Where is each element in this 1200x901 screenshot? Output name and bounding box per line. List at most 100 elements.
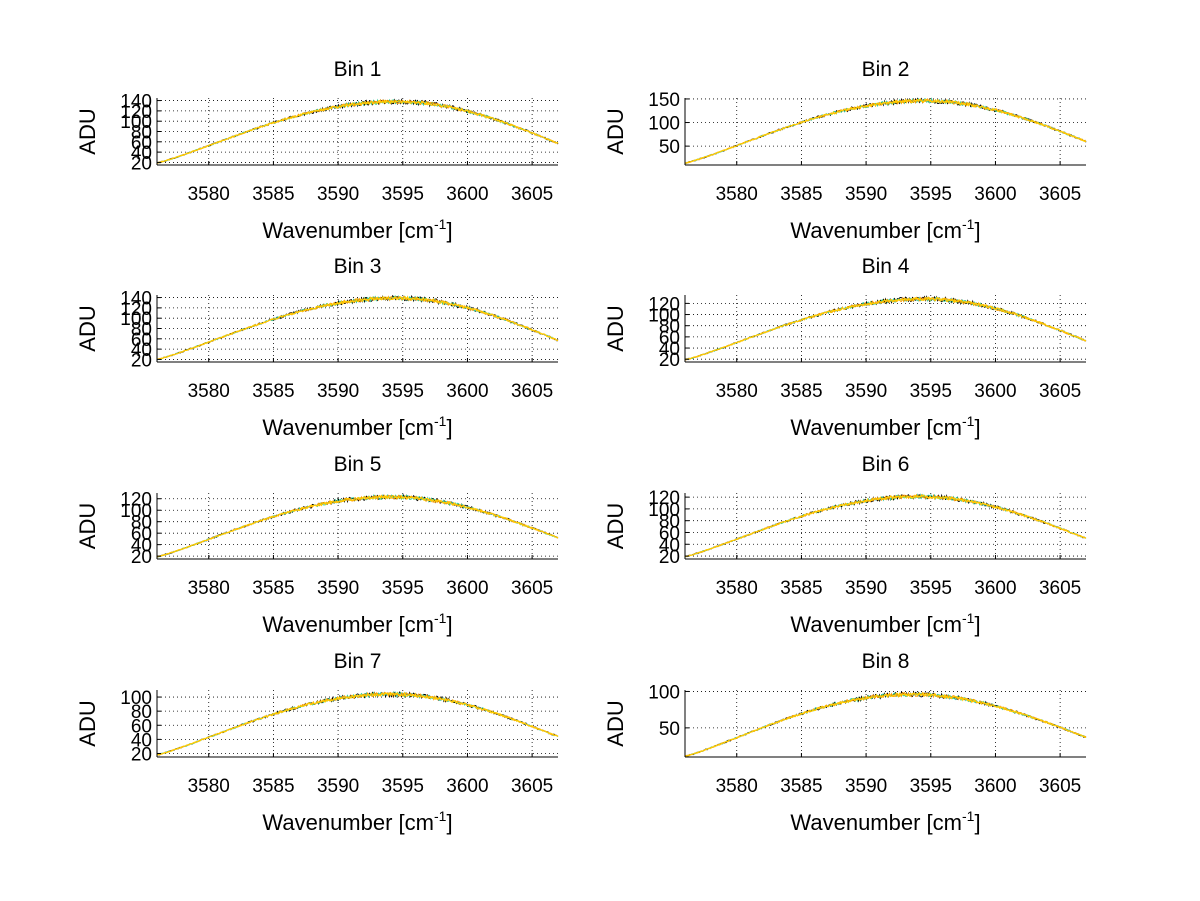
x-tick-label: 3600 xyxy=(446,184,488,205)
y-tick-label: 20 xyxy=(131,744,152,765)
y-tick-label: 80 xyxy=(659,512,680,533)
x-tick-label: 3595 xyxy=(382,184,424,205)
series-line-4 xyxy=(156,99,559,164)
grid xyxy=(685,98,1086,165)
subplot-bin-8: 3580 3585 3590 3595 3600 3605 50 100 Bin 8 Wavenu… xyxy=(603,650,1087,835)
x-tick-label: 3585 xyxy=(780,578,822,599)
y-tick-label: 100 xyxy=(120,501,152,522)
y-tick-label: 40 xyxy=(131,730,152,751)
y-axis-label: ADU xyxy=(603,305,628,351)
x-tick-label: 3600 xyxy=(974,776,1016,797)
x-axis-label: Wavenumber [cm-1] xyxy=(790,413,980,440)
y-axis-label: ADU xyxy=(75,503,100,549)
subplot-bin-1: 3580 3585 3590 3595 3600 3605 2040608010012014… xyxy=(75,58,559,243)
x-axis-label-close: ] xyxy=(446,810,452,835)
y-tick-label: 60 xyxy=(131,330,152,351)
y-axis-label: ADU xyxy=(75,108,100,154)
subplot-title: Bin 5 xyxy=(334,453,382,476)
x-axis-label-main: Wavenumber [cm xyxy=(790,415,962,440)
series-line-1 xyxy=(156,691,559,756)
series-line-2 xyxy=(684,296,1087,361)
series-line-2 xyxy=(684,97,1087,165)
x-tick-label: 3595 xyxy=(910,776,952,797)
y-tick-label: 100 xyxy=(648,114,680,135)
x-tick-label: 3580 xyxy=(716,184,758,205)
x-tick-label: 3605 xyxy=(511,578,553,599)
y-tick-label: 120 xyxy=(120,490,152,511)
x-tick-label: 3605 xyxy=(511,381,553,402)
x-tick-label: 3580 xyxy=(188,381,230,402)
x-axis-label-superscript: -1 xyxy=(434,610,447,626)
x-tick-label: 3590 xyxy=(317,578,359,599)
series-line-2 xyxy=(156,295,559,361)
x-axis-label-superscript: -1 xyxy=(962,413,975,429)
x-tick-label: 3600 xyxy=(974,184,1016,205)
y-tick-label: 120 xyxy=(648,488,680,509)
y-tick-label: 40 xyxy=(659,339,680,360)
x-axis-label-main: Wavenumber [cm xyxy=(790,810,962,835)
x-tick-label: 3605 xyxy=(1039,776,1081,797)
series-line-3 xyxy=(684,493,1087,558)
x-axis-label-close: ] xyxy=(974,218,980,243)
series-line-4 xyxy=(156,295,559,360)
y-tick-label: 50 xyxy=(659,719,680,740)
x-axis-label-superscript: -1 xyxy=(962,216,975,232)
subplot-bin-3: 3580 3585 3590 3595 3600 3605 2040608010012014… xyxy=(75,255,559,440)
y-tick-label: 20 xyxy=(131,547,152,568)
y-tick-label: 40 xyxy=(131,340,152,361)
y-tick-label: 20 xyxy=(659,350,680,371)
grid xyxy=(157,493,558,559)
y-axis-label: ADU xyxy=(603,108,628,154)
series-line-1 xyxy=(684,295,1087,361)
y-tick-label: 150 xyxy=(648,90,680,111)
x-axis-label-main: Wavenumber [cm xyxy=(790,612,962,637)
subplot-title: Bin 8 xyxy=(862,650,910,673)
y-tick-label: 100 xyxy=(120,688,152,709)
y-tick-label: 80 xyxy=(131,702,152,723)
x-tick-label: 3590 xyxy=(845,184,887,205)
series-line-1 xyxy=(684,97,1087,165)
x-axis-label: Wavenumber [cm-1] xyxy=(262,808,452,835)
x-tick-label: 3580 xyxy=(716,776,758,797)
x-axis-label-superscript: -1 xyxy=(962,610,975,626)
x-tick-label: 3605 xyxy=(1039,184,1081,205)
x-tick-label: 3580 xyxy=(716,381,758,402)
y-tick-label: 40 xyxy=(131,536,152,557)
series-line-4 xyxy=(156,494,559,558)
y-tick-label: 100 xyxy=(120,112,152,133)
x-axis-label-main: Wavenumber [cm xyxy=(262,415,434,440)
grid xyxy=(685,295,1086,362)
x-tick-label: 3605 xyxy=(511,776,553,797)
x-axis-label-main: Wavenumber [cm xyxy=(790,218,962,243)
series-line-2 xyxy=(156,690,559,755)
x-axis-label-main: Wavenumber [cm xyxy=(262,218,434,243)
x-tick-label: 3590 xyxy=(317,776,359,797)
series-line-4 xyxy=(156,691,559,756)
x-tick-label: 3585 xyxy=(780,776,822,797)
y-tick-label: 20 xyxy=(131,350,152,371)
x-axis-label-close: ] xyxy=(974,810,980,835)
x-axis-label-close: ] xyxy=(974,415,980,440)
y-tick-label: 80 xyxy=(659,317,680,338)
series-line-3 xyxy=(684,296,1087,361)
y-tick-label: 100 xyxy=(648,500,680,521)
x-tick-label: 3595 xyxy=(382,578,424,599)
y-tick-label: 80 xyxy=(131,320,152,341)
series-line-3 xyxy=(684,691,1087,757)
x-tick-label: 3590 xyxy=(845,776,887,797)
grid xyxy=(685,690,1086,757)
x-axis-label-main: Wavenumber [cm xyxy=(262,612,434,637)
y-tick-label: 60 xyxy=(659,523,680,544)
x-tick-label: 3580 xyxy=(188,776,230,797)
x-axis-label-close: ] xyxy=(446,415,452,440)
x-axis-label: Wavenumber [cm-1] xyxy=(262,216,452,243)
y-tick-label: 120 xyxy=(120,299,152,320)
x-tick-label: 3580 xyxy=(716,578,758,599)
y-tick-label: 80 xyxy=(131,123,152,144)
x-tick-label: 3600 xyxy=(446,578,488,599)
